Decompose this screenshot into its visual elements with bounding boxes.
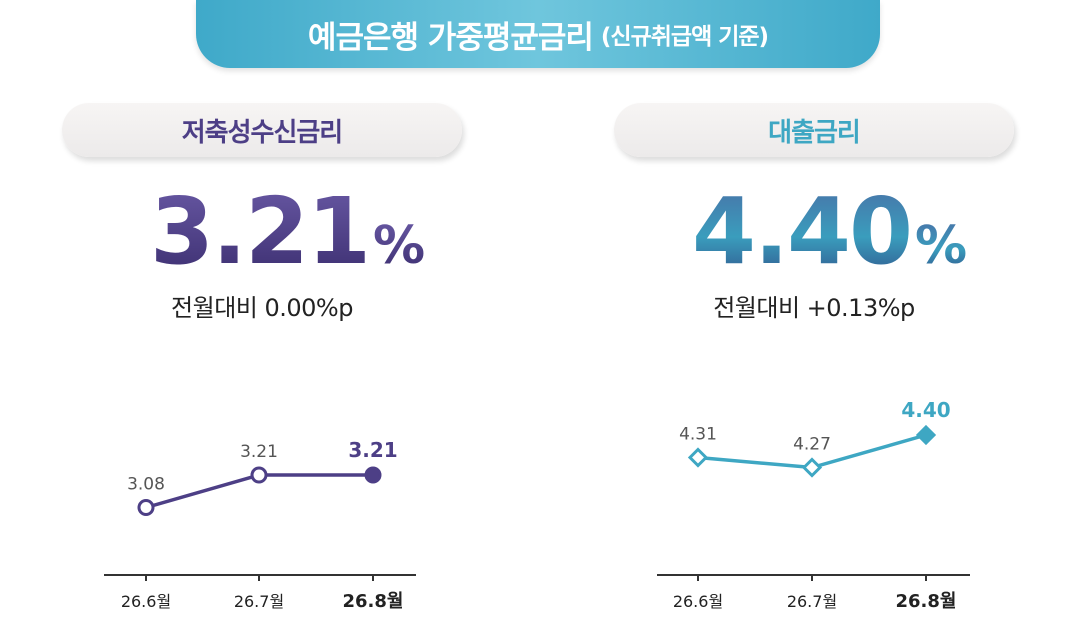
loan-data-point <box>801 457 823 478</box>
deposit-data-point <box>250 466 268 484</box>
loan-x-tick-label: 26.7월 <box>787 592 837 611</box>
deposit-rate-unit: % <box>373 216 426 276</box>
deposit-data-label: 3.08 <box>127 475 165 495</box>
loan-data-label: 4.31 <box>679 425 717 445</box>
loan-rate-value: 4.40 % <box>692 178 968 285</box>
deposit-rate-change: 전월대비 0.00%p <box>171 294 353 322</box>
loan-rate-unit: % <box>915 216 968 276</box>
deposit-data-point <box>137 499 155 516</box>
deposit-x-tick-label: 26.8월 <box>343 591 404 612</box>
loan-rate-label: 대출금리 <box>614 103 1014 157</box>
deposit-x-tick-label: 26.6월 <box>121 592 171 611</box>
loan-x-tick-label: 26.6월 <box>673 592 723 611</box>
loan-data-point <box>687 447 709 468</box>
deposit-rate-value: 3.21 % <box>150 178 426 285</box>
deposit-data-label: 3.21 <box>348 438 397 462</box>
title-banner: 예금은행 가중평균금리 (신규취급액 기준) <box>196 0 880 68</box>
deposit-x-tick-label: 26.7월 <box>234 592 284 611</box>
loan-data-label: 4.27 <box>793 435 831 455</box>
deposit-data-point <box>364 466 382 484</box>
deposit-data-label: 3.21 <box>240 442 278 462</box>
deposit-rate-label: 저축성수신금리 <box>62 103 462 157</box>
page-title: 예금은행 가중평균금리 <box>307 19 594 56</box>
deposit-rate-number: 3.21 <box>150 178 371 285</box>
loan-data-point <box>915 424 937 446</box>
page-subtitle: (신규취급액 기준) <box>600 24 769 50</box>
loan-rate-number: 4.40 <box>692 178 913 285</box>
loan-data-label: 4.40 <box>901 398 950 422</box>
loan-rate-change: 전월대비 +0.13%p <box>713 294 915 322</box>
loan-x-tick-label: 26.8월 <box>896 591 957 612</box>
